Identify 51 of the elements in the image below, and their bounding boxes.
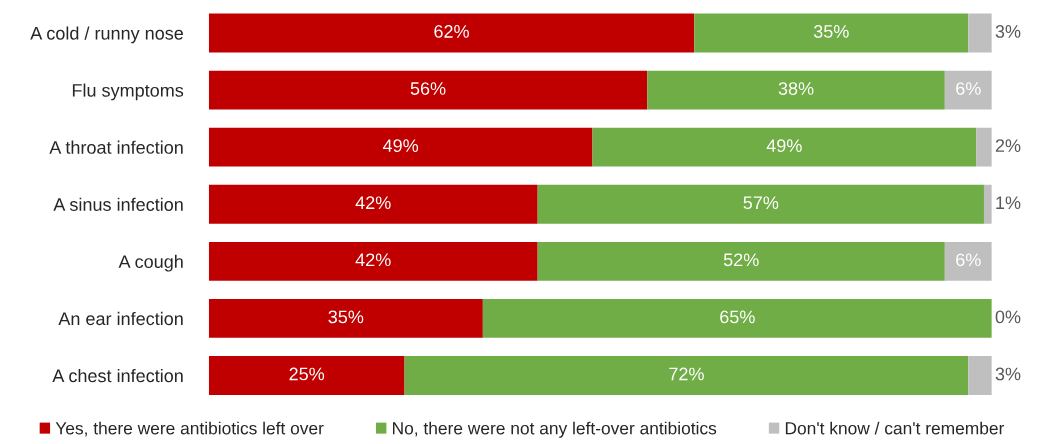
data-label: 62%: [434, 25, 469, 38]
bar: [968, 356, 992, 395]
data-label: 2%: [995, 139, 1021, 152]
data-label: 49%: [382, 139, 419, 152]
bar: [647, 70, 945, 110]
data-label: 56%: [410, 82, 446, 95]
legend-label: Yes, there were antibiotics left over: [55, 421, 324, 437]
bar: [208, 356, 405, 395]
data-label: 42%: [355, 253, 391, 267]
bar: [537, 241, 945, 281]
data-label: 6%: [956, 82, 981, 95]
bar: [968, 13, 992, 53]
bar: [208, 299, 483, 338]
y-tick-label: An ear infection: [58, 311, 183, 326]
bar: [208, 70, 648, 110]
data-label: 35%: [328, 310, 364, 324]
y-tick-label: A sinus infection: [53, 197, 183, 211]
y-tick-label: A chest infection: [52, 368, 183, 383]
bar: [944, 70, 992, 110]
bar: [983, 184, 992, 224]
bar: [944, 241, 992, 281]
data-label: 42%: [355, 196, 391, 210]
data-label: 3%: [995, 367, 1021, 381]
y-tick-label: Flu symptoms: [72, 83, 184, 101]
data-label: 6%: [956, 253, 981, 267]
bar: [208, 184, 538, 224]
data-label: 25%: [289, 367, 325, 381]
bar: [694, 13, 969, 53]
bar: [404, 356, 969, 395]
bar: [208, 13, 695, 53]
bar: [482, 299, 992, 338]
bar: [976, 127, 992, 167]
data-label: 57%: [743, 196, 779, 210]
bar: [537, 184, 984, 224]
data-label: 35%: [813, 25, 849, 38]
data-label: 1%: [996, 196, 1021, 210]
data-label: 3%: [995, 25, 1021, 38]
bar: [208, 241, 538, 281]
legend-label: No, there were not any left-over antibiotics: [393, 421, 717, 438]
data-label: 72%: [669, 367, 704, 381]
data-label: 65%: [720, 310, 755, 324]
data-label: 52%: [723, 253, 759, 267]
bar: [592, 127, 977, 167]
data-label: 49%: [766, 139, 802, 152]
bar: [208, 127, 593, 167]
y-tick-label: A cough: [118, 254, 183, 272]
data-label: 0%: [995, 310, 1021, 324]
y-tick-label: A cold / runny nose: [30, 26, 184, 44]
data-label: 38%: [778, 82, 814, 95]
legend-label: Don't know / can't remember: [785, 421, 1005, 435]
y-tick-label: A throat infection: [49, 140, 183, 154]
